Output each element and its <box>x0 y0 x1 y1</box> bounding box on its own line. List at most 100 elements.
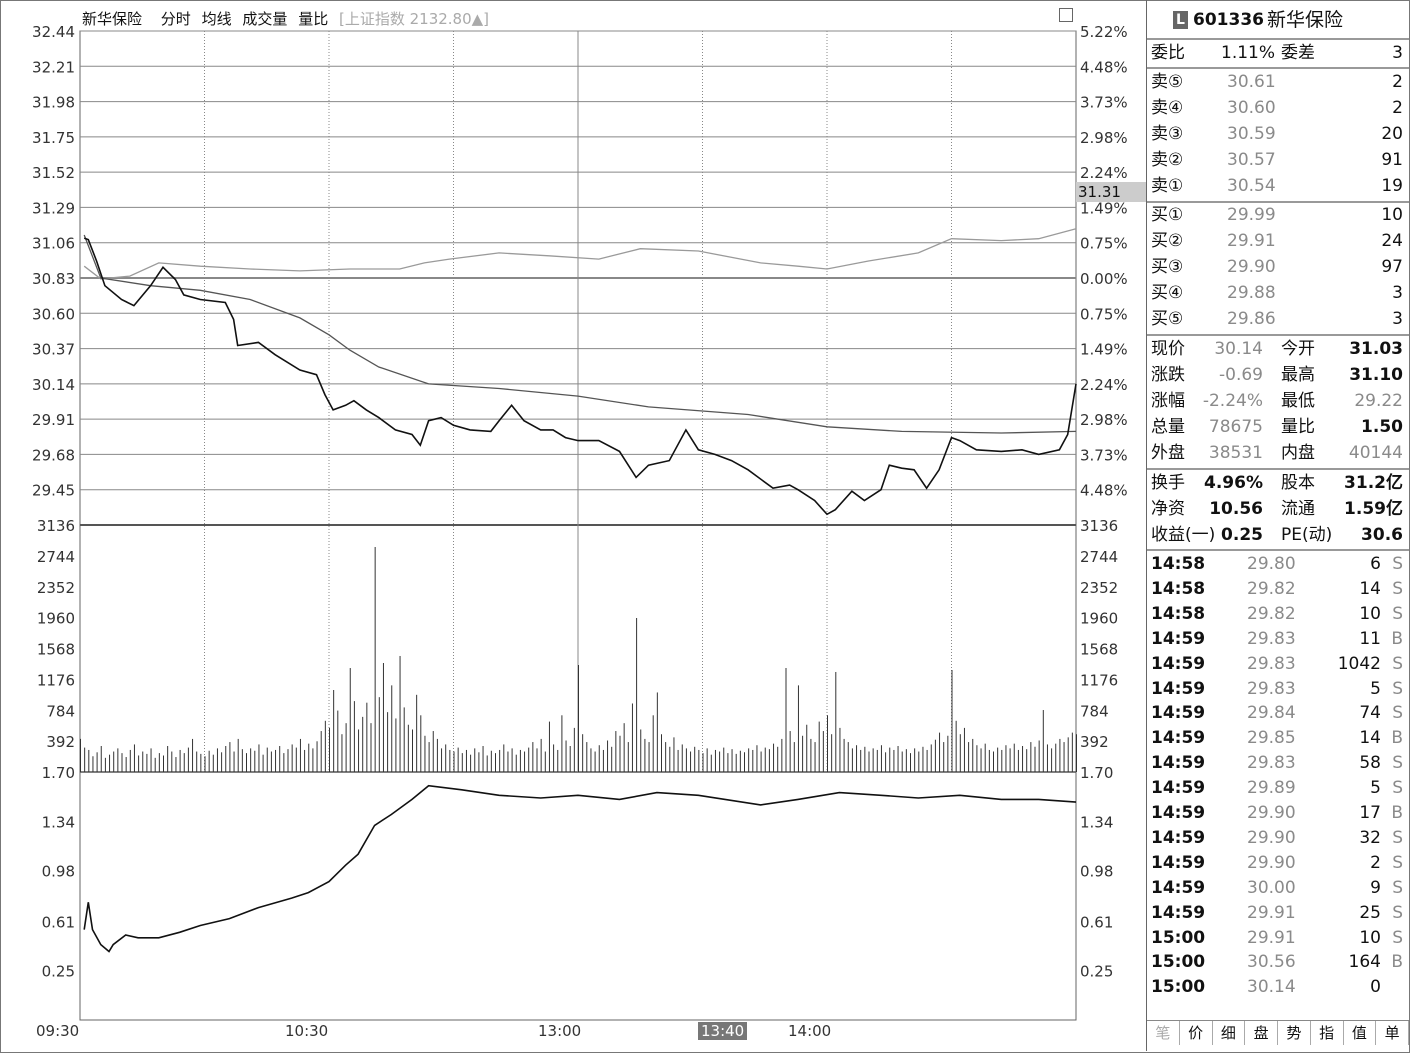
divider <box>1147 38 1409 40</box>
price-line <box>83 237 1077 516</box>
pct-tick-label: 3.73% <box>1080 446 1128 464</box>
pct-tick-label: 2.24% <box>1080 376 1128 394</box>
buy-price: 29.91 <box>1227 231 1276 251</box>
price-tick-label: 31.29 <box>32 199 75 217</box>
tick-time: 14:59 <box>1151 653 1206 674</box>
fund-label: PE(动) <box>1281 525 1333 545</box>
pct-tick-label: 1.49% <box>1080 341 1128 359</box>
sell-level-label: 卖④ <box>1151 98 1184 118</box>
maximize-icon[interactable] <box>1059 8 1073 22</box>
pct-tick-label: 0.00% <box>1080 270 1128 288</box>
pct-tick-label: 3.73% <box>1080 94 1128 112</box>
price-tick-label: 30.83 <box>32 270 75 288</box>
ratio-tick-label-right: 1.34 <box>1080 813 1113 831</box>
tick-volume: 25 <box>1359 902 1381 923</box>
stat-row: 涨幅 -2.24% 最低 29.22 <box>1149 389 1403 413</box>
tick-row: 14:59 30.00 9 S <box>1149 876 1403 900</box>
cursor-price-label: 31.31 <box>1076 182 1146 202</box>
volume-tick-label-right: 1960 <box>1080 610 1118 628</box>
stat-label: 今开 <box>1281 339 1315 359</box>
time-label: 09:30 <box>36 1022 80 1040</box>
bottom-tab[interactable]: 细 <box>1213 1021 1246 1045</box>
bottom-tab[interactable]: 盘 <box>1245 1021 1278 1045</box>
sell-volume: 91 <box>1381 150 1403 170</box>
tick-row: 14:59 29.83 58 S <box>1149 751 1403 775</box>
tick-time: 14:59 <box>1151 753 1206 774</box>
ratio-tick-label-right: 0.61 <box>1080 913 1113 931</box>
quote-title: L 601336 新华保险 <box>1149 8 1403 32</box>
time-label: 13:00 <box>538 1022 582 1040</box>
tick-time: 15:00 <box>1151 977 1206 998</box>
tick-price: 29.83 <box>1247 678 1296 699</box>
stock-name: 新华保险 <box>82 10 143 28</box>
bottom-tab[interactable]: 势 <box>1278 1021 1311 1045</box>
stat-label: 总量 <box>1151 417 1185 437</box>
tick-price: 29.91 <box>1247 927 1296 948</box>
sell-level-label: 卖⑤ <box>1151 72 1184 92</box>
buy-volume: 3 <box>1392 309 1403 329</box>
tick-time: 15:00 <box>1151 952 1206 973</box>
pct-tick-label: 0.75% <box>1080 235 1128 253</box>
buy-price: 29.88 <box>1227 283 1276 303</box>
fundamental-row: 收益(一) 0.25 PE(动) 30.6 <box>1149 523 1403 547</box>
stock-title: 新华保险 <box>1267 9 1344 31</box>
tick-row: 15:00 30.14 0 <box>1149 975 1403 999</box>
tick-price: 30.56 <box>1247 952 1296 973</box>
tick-time: 14:59 <box>1151 678 1206 699</box>
price-tick-label: 30.14 <box>32 376 75 394</box>
tick-side: B <box>1391 803 1403 823</box>
tick-side: B <box>1391 728 1403 749</box>
bottom-tab[interactable]: 价 <box>1180 1021 1213 1045</box>
tick-side: S <box>1392 554 1403 574</box>
tick-row: 15:00 30.56 164 B <box>1149 950 1403 974</box>
market-badge: L <box>1173 11 1188 29</box>
tab-average[interactable]: 均线 <box>201 10 232 28</box>
tick-volume: 10 <box>1359 927 1381 948</box>
tick-row: 14:59 29.83 5 S <box>1149 677 1403 701</box>
bottom-tab[interactable]: 单 <box>1376 1021 1409 1045</box>
tick-row: 14:59 29.90 2 S <box>1149 851 1403 875</box>
volume-tick-label: 1176 <box>37 671 75 689</box>
fund-value: 0.25 <box>1221 525 1263 545</box>
sell-price: 30.54 <box>1227 176 1276 196</box>
price-tick-label: 31.75 <box>32 129 75 147</box>
volume-tick-label-right: 1568 <box>1080 641 1118 659</box>
bottom-tab[interactable]: 指 <box>1311 1021 1344 1045</box>
tick-price: 29.82 <box>1247 603 1296 624</box>
volume-tick-label-right: 2352 <box>1080 579 1118 597</box>
stat-row: 外盘 38531 内盘 40144 <box>1149 441 1403 465</box>
tab-intraday[interactable]: 分时 <box>160 10 191 28</box>
bottom-tab[interactable]: 笔 <box>1147 1021 1180 1045</box>
pct-tick-label: 4.48% <box>1080 58 1128 76</box>
volume-tick-label-right: 3136 <box>1080 517 1118 535</box>
ratio-tick-label-right: 0.25 <box>1080 963 1113 981</box>
tick-side: B <box>1391 628 1403 649</box>
volume-tick-label: 784 <box>46 702 75 720</box>
stat-label: 内盘 <box>1281 443 1315 463</box>
bottom-tabs: 笔价细盘势指值单 <box>1147 1020 1409 1045</box>
tab-volume-ratio[interactable]: 量比 <box>298 10 329 28</box>
tab-volume[interactable]: 成交量 <box>242 10 288 28</box>
tick-time: 14:59 <box>1151 728 1206 749</box>
volume-tick-label: 2744 <box>37 548 75 566</box>
sell-price: 30.60 <box>1227 98 1276 118</box>
tick-volume: 6 <box>1370 554 1381 574</box>
fund-value: 31.2亿 <box>1344 473 1403 493</box>
buy-level: 买② 29.91 24 <box>1149 229 1403 253</box>
ratio-tick-label-right: 0.98 <box>1080 863 1113 881</box>
divider <box>1147 468 1409 470</box>
stat-value: -2.24% <box>1202 391 1263 411</box>
ratio-tick-label: 1.34 <box>42 813 75 831</box>
intraday-chart[interactable]: 32.44 5.22% 32.21 4.48% 31.98 3.73% 31.75 2.98%… <box>0 0 1146 1053</box>
volume-tick-label-right: 392 <box>1080 733 1109 751</box>
tick-side: S <box>1392 753 1403 774</box>
price-tick-label: 31.98 <box>32 94 75 112</box>
ratio-tick-label: 1.70 <box>42 764 75 782</box>
buy-level-label: 买③ <box>1151 257 1184 277</box>
stat-label: 最高 <box>1281 365 1315 385</box>
stat-label: 现价 <box>1151 339 1185 359</box>
tick-volume: 1042 <box>1337 653 1381 674</box>
quote-panel: L 601336 新华保险 委比 1.11% 委差 3 卖⑤ 30.61 2 卖④ 30… <box>1146 0 1409 1051</box>
weicha-label: 委差 <box>1281 43 1315 63</box>
bottom-tab[interactable]: 值 <box>1344 1021 1377 1045</box>
